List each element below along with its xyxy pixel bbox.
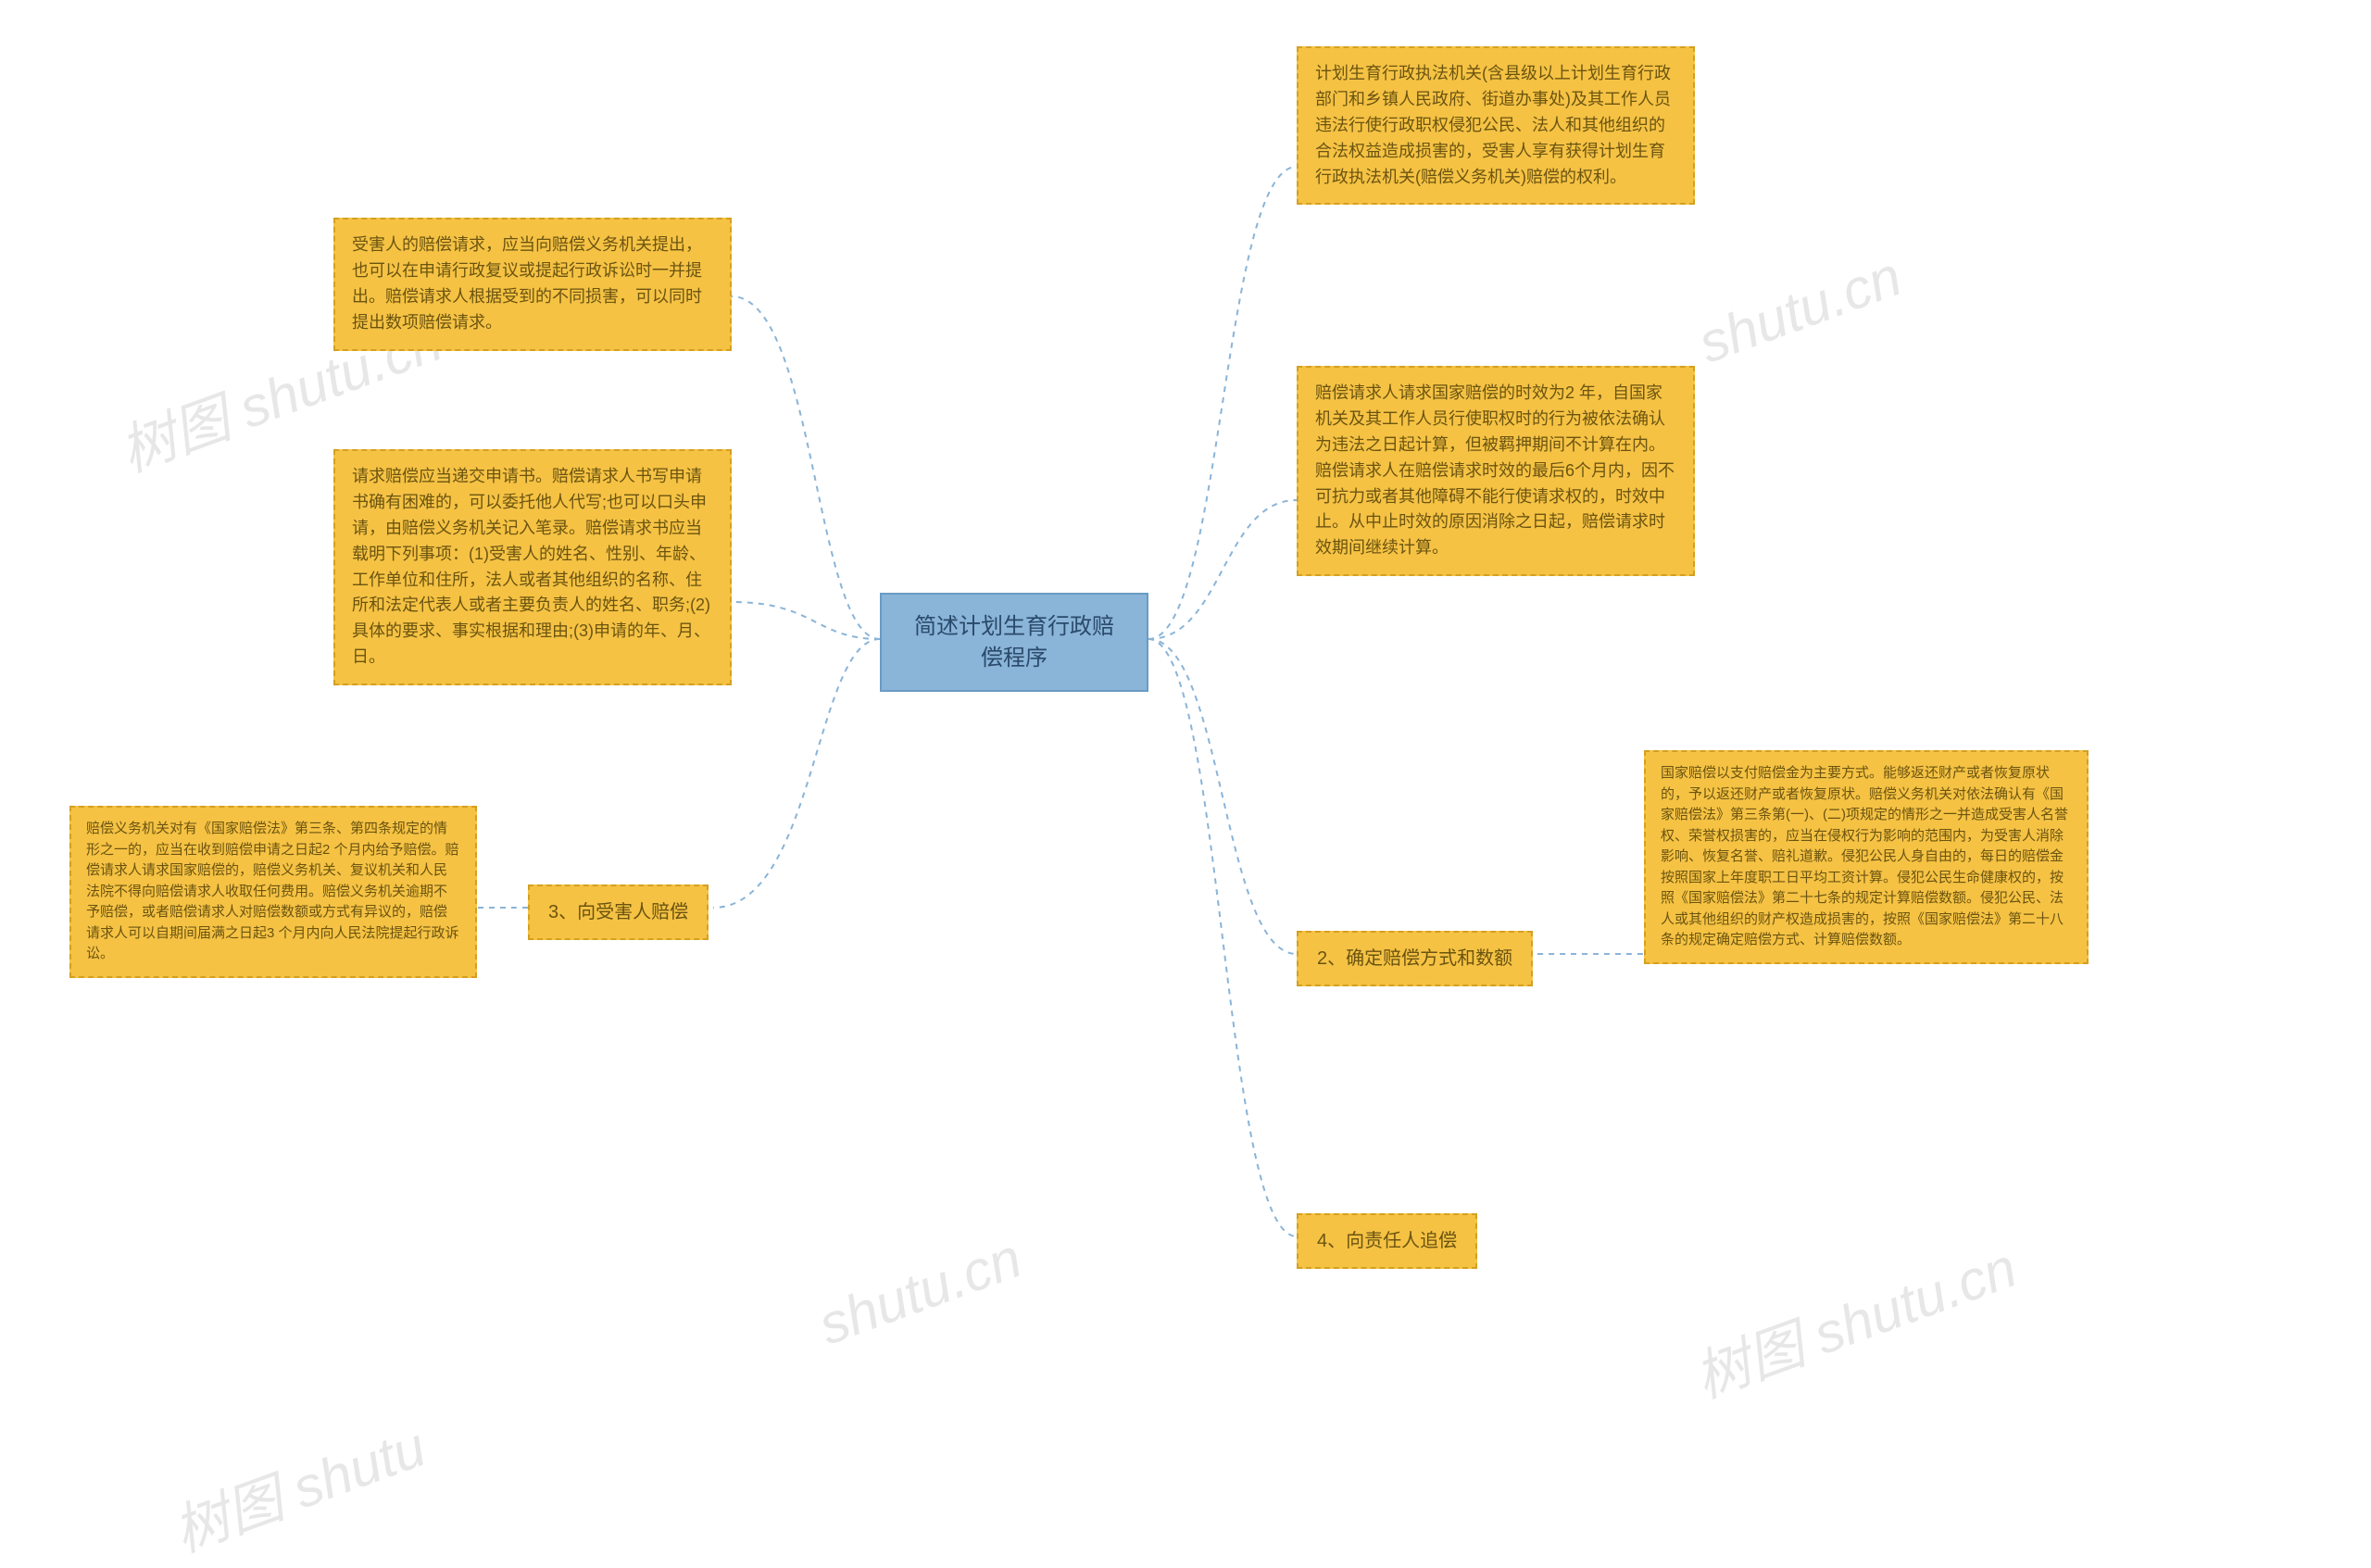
central-topic: 简述计划生育行政赔偿程序 <box>880 593 1148 692</box>
node-text: 请求赔偿应当递交申请书。赔偿请求人书写申请书确有困难的，可以委托他人代写;也可以… <box>352 467 710 666</box>
watermark: shutu.cn <box>810 1225 1030 1357</box>
right-branch-3-detail: 国家赔偿以支付赔偿金为主要方式。能够返还财产或者恢复原状的，予以返还财产或者恢复… <box>1644 750 2089 964</box>
left-branch-2: 请求赔偿应当递交申请书。赔偿请求人书写申请书确有困难的，可以委托他人代写;也可以… <box>333 449 732 685</box>
watermark: 树图 shutu <box>161 1402 435 1568</box>
watermark: 树图 shutu.cn <box>1682 1223 2026 1413</box>
node-text: 国家赔偿以支付赔偿金为主要方式。能够返还财产或者恢复原状的，予以返还财产或者恢复… <box>1661 765 2068 947</box>
node-text: 赔偿义务机关对有《国家赔偿法》第三条、第四条规定的情形之一的，应当在收到赔偿申请… <box>86 821 459 961</box>
node-text: 计划生育行政执法机关(含县级以上计划生育行政部门和乡镇人民政府、街道办事处)及其… <box>1315 64 1671 186</box>
mindmap-canvas: 树图 shutu.cn shutu.cn shutu.cn 树图 shutu.c… <box>0 0 2371 1474</box>
right-branch-1: 计划生育行政执法机关(含县级以上计划生育行政部门和乡镇人民政府、街道办事处)及其… <box>1297 46 1695 205</box>
left-branch-3-label: 3、向受害人赔偿 <box>528 884 709 940</box>
node-label: 4、向责任人追偿 <box>1317 1231 1457 1251</box>
node-text: 赔偿请求人请求国家赔偿的时效为2 年，自国家机关及其工作人员行使职权时的行为被依… <box>1315 383 1675 557</box>
node-label: 3、向受害人赔偿 <box>548 902 688 922</box>
central-topic-text: 简述计划生育行政赔偿程序 <box>914 614 1114 671</box>
right-branch-3-label: 2、确定赔偿方式和数额 <box>1297 931 1533 986</box>
left-branch-3-detail: 赔偿义务机关对有《国家赔偿法》第三条、第四条规定的情形之一的，应当在收到赔偿申请… <box>69 806 477 978</box>
right-branch-2: 赔偿请求人请求国家赔偿的时效为2 年，自国家机关及其工作人员行使职权时的行为被依… <box>1297 366 1695 576</box>
right-branch-4-label: 4、向责任人追偿 <box>1297 1213 1477 1269</box>
node-text: 受害人的赔偿请求，应当向赔偿义务机关提出，也可以在申请行政复议或提起行政诉讼时一… <box>352 235 702 332</box>
node-label: 2、确定赔偿方式和数额 <box>1317 948 1512 969</box>
watermark: shutu.cn <box>1690 244 1910 375</box>
left-branch-1: 受害人的赔偿请求，应当向赔偿义务机关提出，也可以在申请行政复议或提起行政诉讼时一… <box>333 218 732 351</box>
